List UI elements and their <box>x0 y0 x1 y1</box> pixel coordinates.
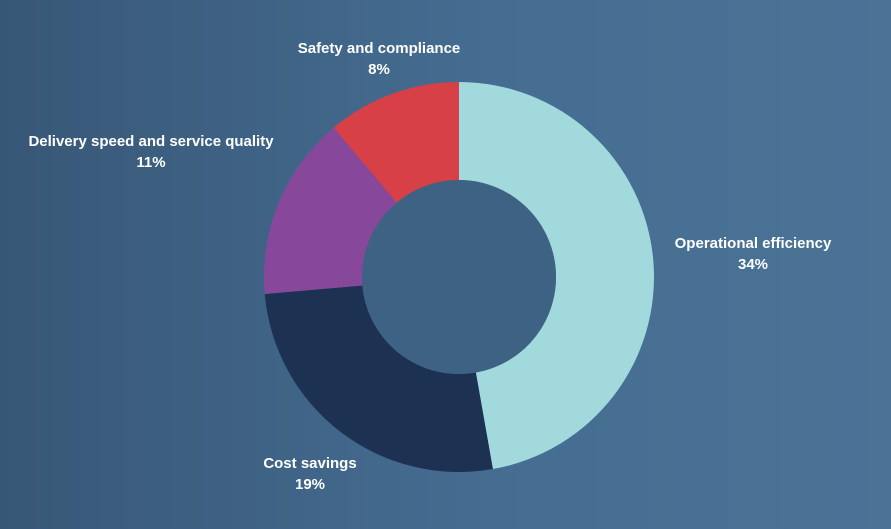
slice-delivery-speed-and-service-quality <box>264 127 397 294</box>
slice-safety-and-compliance <box>333 82 459 203</box>
donut-center <box>362 180 556 374</box>
slice-operational-efficiency <box>459 82 655 470</box>
slice-cost-savings <box>264 285 493 472</box>
value-label-delivery-speed-and-service-quality: 11% <box>136 154 165 171</box>
label-delivery-speed-and-service-quality: Delivery speed and service quality <box>28 133 274 150</box>
label-cost-savings: Cost savings <box>263 455 356 472</box>
label-safety-and-compliance: Safety and compliance <box>298 40 461 57</box>
label-operational-efficiency: Operational efficiency <box>675 235 832 252</box>
value-label-cost-savings: 19% <box>295 476 325 493</box>
value-label-operational-efficiency: 34% <box>738 256 768 273</box>
value-label-safety-and-compliance: 8% <box>368 61 390 78</box>
